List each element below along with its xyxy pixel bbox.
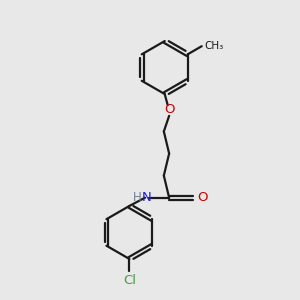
Text: CH₃: CH₃: [204, 41, 223, 51]
Text: Cl: Cl: [123, 274, 136, 287]
Text: N: N: [141, 191, 151, 204]
Text: O: O: [164, 103, 174, 116]
Text: O: O: [197, 191, 207, 204]
Text: H: H: [133, 191, 142, 204]
